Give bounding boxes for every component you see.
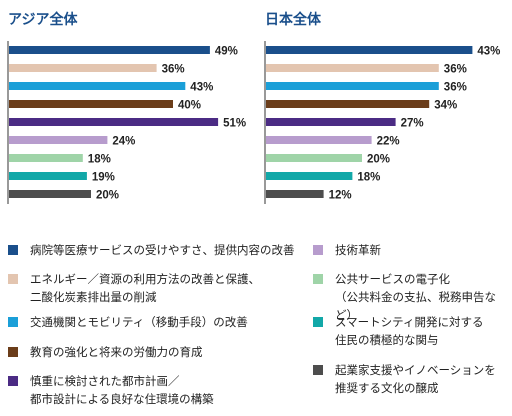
- bar-japan-6: [266, 136, 372, 144]
- bar-asia-1: [9, 46, 210, 54]
- bar-asia-2: [9, 64, 157, 72]
- data-label-japan-2: 36%: [444, 64, 467, 76]
- legend-item-7: 公共サービスの電子化 （公共料金の支払、税務申告など）: [313, 270, 512, 324]
- legend-label: 公共サービスの電子化 （公共料金の支払、税務申告など）: [335, 272, 496, 322]
- legend-item-6: 技術革新: [313, 241, 381, 259]
- data-label-asia-5: 51%: [223, 118, 246, 130]
- data-label-japan-3: 36%: [444, 82, 467, 94]
- legend-label: 技術革新: [335, 243, 381, 257]
- data-label-japan-4: 34%: [434, 100, 457, 112]
- bar-japan-2: [266, 64, 439, 72]
- bar-asia-3: [9, 82, 186, 90]
- chart-title-asia: アジア全体: [8, 12, 78, 28]
- legend-item-5: 慎重に検討された都市計画／ 都市設計による良好な住環境の構築: [8, 372, 214, 408]
- legend-swatch: [8, 245, 18, 255]
- legend-swatch: [8, 274, 18, 284]
- data-label-japan-1: 43%: [477, 46, 500, 58]
- bar-japan-8: [266, 172, 353, 180]
- bar-japan-9: [266, 190, 324, 198]
- bar-asia-5: [9, 118, 219, 126]
- data-label-japan-6: 22%: [377, 136, 400, 148]
- legend-swatch: [313, 317, 323, 327]
- legend-label: 教育の強化と将来の労働力の育成: [30, 345, 203, 359]
- data-label-japan-5: 27%: [401, 118, 424, 130]
- bar-japan-4: [266, 100, 430, 108]
- data-label-asia-9: 20%: [96, 190, 119, 202]
- data-label-japan-7: 20%: [367, 154, 390, 166]
- legend-item-2: エネルギー／資源の利用方法の改善と保護、 二酸化炭素排出量の削減: [8, 270, 260, 306]
- data-label-japan-9: 12%: [329, 190, 352, 202]
- legend-label: エネルギー／資源の利用方法の改善と保護、 二酸化炭素排出量の削減: [30, 272, 260, 304]
- legend-swatch: [8, 376, 18, 386]
- data-label-asia-2: 36%: [162, 64, 185, 76]
- legend-label: スマートシティ開発に対する 住民の積極的な関与: [335, 315, 484, 347]
- bar-asia-8: [9, 172, 87, 180]
- data-label-asia-1: 49%: [215, 46, 238, 58]
- legend-item-4: 教育の強化と将来の労働力の育成: [8, 343, 203, 361]
- legend-swatch: [313, 274, 323, 284]
- legend-item-3: 交通機関とモビリティ（移動手段）の改善: [8, 313, 248, 331]
- bar-japan-3: [266, 82, 439, 90]
- bar-japan-1: [266, 46, 473, 54]
- bar-asia-6: [9, 136, 108, 144]
- bar-asia-9: [9, 190, 91, 198]
- bar-asia-4: [9, 100, 173, 108]
- data-label-asia-8: 19%: [92, 172, 115, 184]
- bar-japan-7: [266, 154, 362, 162]
- legend-label: 交通機関とモビリティ（移動手段）の改善: [30, 315, 248, 329]
- legend-label: 慎重に検討された都市計画／ 都市設計による良好な住環境の構築: [30, 374, 214, 406]
- data-label-asia-6: 24%: [112, 136, 135, 148]
- legend-item-1: 病院等医療サービスの受けやすさ、提供内容の改善: [8, 241, 295, 259]
- legend-item-9: 起業家支援やイノベーションを 推奨する文化の醸成: [313, 361, 496, 397]
- data-label-asia-4: 40%: [178, 100, 201, 112]
- chart-title-japan: 日本全体: [265, 12, 321, 28]
- legend-swatch: [8, 317, 18, 327]
- legend-label: 起業家支援やイノベーションを 推奨する文化の醸成: [335, 363, 496, 395]
- legend-swatch: [313, 245, 323, 255]
- data-label-asia-3: 43%: [190, 82, 213, 94]
- legend-item-8: スマートシティ開発に対する 住民の積極的な関与: [313, 313, 483, 349]
- legend-swatch: [8, 347, 18, 357]
- bar-asia-7: [9, 154, 83, 162]
- legend-swatch: [313, 365, 323, 375]
- legend-label: 病院等医療サービスの受けやすさ、提供内容の改善: [30, 243, 295, 257]
- data-label-japan-8: 18%: [357, 172, 380, 184]
- bar-japan-5: [266, 118, 396, 126]
- data-label-asia-7: 18%: [88, 154, 111, 166]
